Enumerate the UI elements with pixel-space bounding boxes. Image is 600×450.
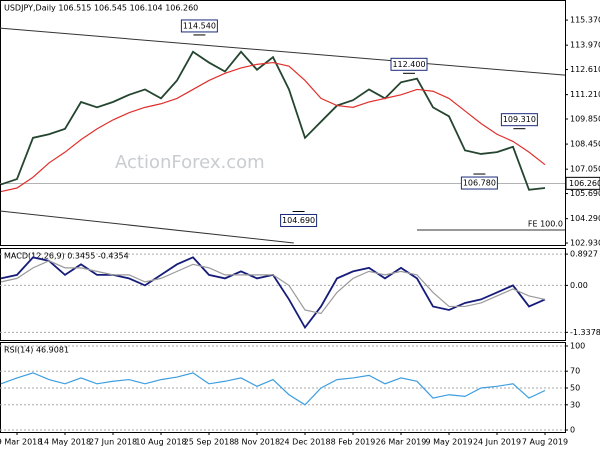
y-tick-label: 70 xyxy=(570,367,580,376)
panel-title: RSI(14) 46.9081 xyxy=(4,346,69,355)
x-tick-label: 8 Feb 2019 xyxy=(331,438,376,447)
annotation-box xyxy=(500,113,538,127)
y-tick-label: -1.3378 xyxy=(570,328,600,337)
last-price-box xyxy=(565,176,600,190)
x-tick-label: 26 Mar 2019 xyxy=(376,438,427,447)
y-tick-label: 50 xyxy=(570,384,580,393)
x-tick-label: 24 Jun 2019 xyxy=(473,438,521,447)
annotation-box xyxy=(280,213,318,227)
y-tick-label: 105.690 xyxy=(570,189,600,198)
y-tick-label: 111.210 xyxy=(570,90,600,99)
y-tick-label: 112.610 xyxy=(570,65,600,74)
x-tick-label: 25 Sep 2018 xyxy=(184,438,235,447)
y-tick-label: 102.930 xyxy=(570,239,600,248)
annotation-box xyxy=(180,19,218,33)
panel-title: USDJPY,Daily 106.515 106.545 106.104 106… xyxy=(4,4,198,13)
trendline xyxy=(0,210,294,244)
series-line xyxy=(0,50,546,191)
y-tick-label: 0.00 xyxy=(570,281,588,290)
fe-label: FE 100.0 xyxy=(528,219,563,228)
y-tick-label: 0 xyxy=(570,426,575,435)
annotation-label: 106.780 xyxy=(463,179,496,188)
x-tick-label: 24 Dec 2018 xyxy=(279,438,330,447)
x-tick-label: 14 May 2018 xyxy=(39,438,91,447)
y-tick-label: 109.850 xyxy=(570,115,600,124)
y-tick-label: 108.450 xyxy=(570,140,600,149)
x-tick-label: 9 May 2019 xyxy=(425,438,472,447)
annotation-label: 104.690 xyxy=(282,216,315,225)
trendline xyxy=(0,27,566,76)
series-line xyxy=(0,372,546,406)
y-tick-label: 115.370 xyxy=(570,16,600,25)
annotation-box xyxy=(390,57,428,71)
y-tick-label: 104.290 xyxy=(570,214,600,223)
last-price-label: 106.260 xyxy=(569,179,600,188)
y-tick-label: 100 xyxy=(570,342,585,351)
x-tick-label: 7 Aug 2019 xyxy=(522,438,568,447)
annotation-label: 109.310 xyxy=(503,115,536,124)
panel-frame xyxy=(0,0,566,246)
annotation-label: 112.400 xyxy=(392,60,425,69)
x-tick-label: 8 Nov 2018 xyxy=(234,438,280,447)
x-tick-label: 10 Aug 2018 xyxy=(135,438,186,447)
watermark: ActionForex.com xyxy=(115,152,265,173)
panel-frame xyxy=(0,248,566,341)
y-tick-label: 107.050 xyxy=(570,165,600,174)
annotation-label: 114.540 xyxy=(183,21,216,30)
y-tick-label: 30 xyxy=(570,400,580,409)
y-tick-label: 113.970 xyxy=(570,41,600,50)
series-line xyxy=(0,61,546,193)
y-tick-label: 0.8927 xyxy=(570,250,598,259)
x-tick-label: 29 Mar 2018 xyxy=(0,438,42,447)
x-tick-label: 27 Jun 2018 xyxy=(89,438,137,447)
panel-title: MACD(12,26,9) 0.3455 -0.4354 xyxy=(4,252,129,261)
annotation-box xyxy=(460,176,498,190)
series-line xyxy=(0,260,546,315)
